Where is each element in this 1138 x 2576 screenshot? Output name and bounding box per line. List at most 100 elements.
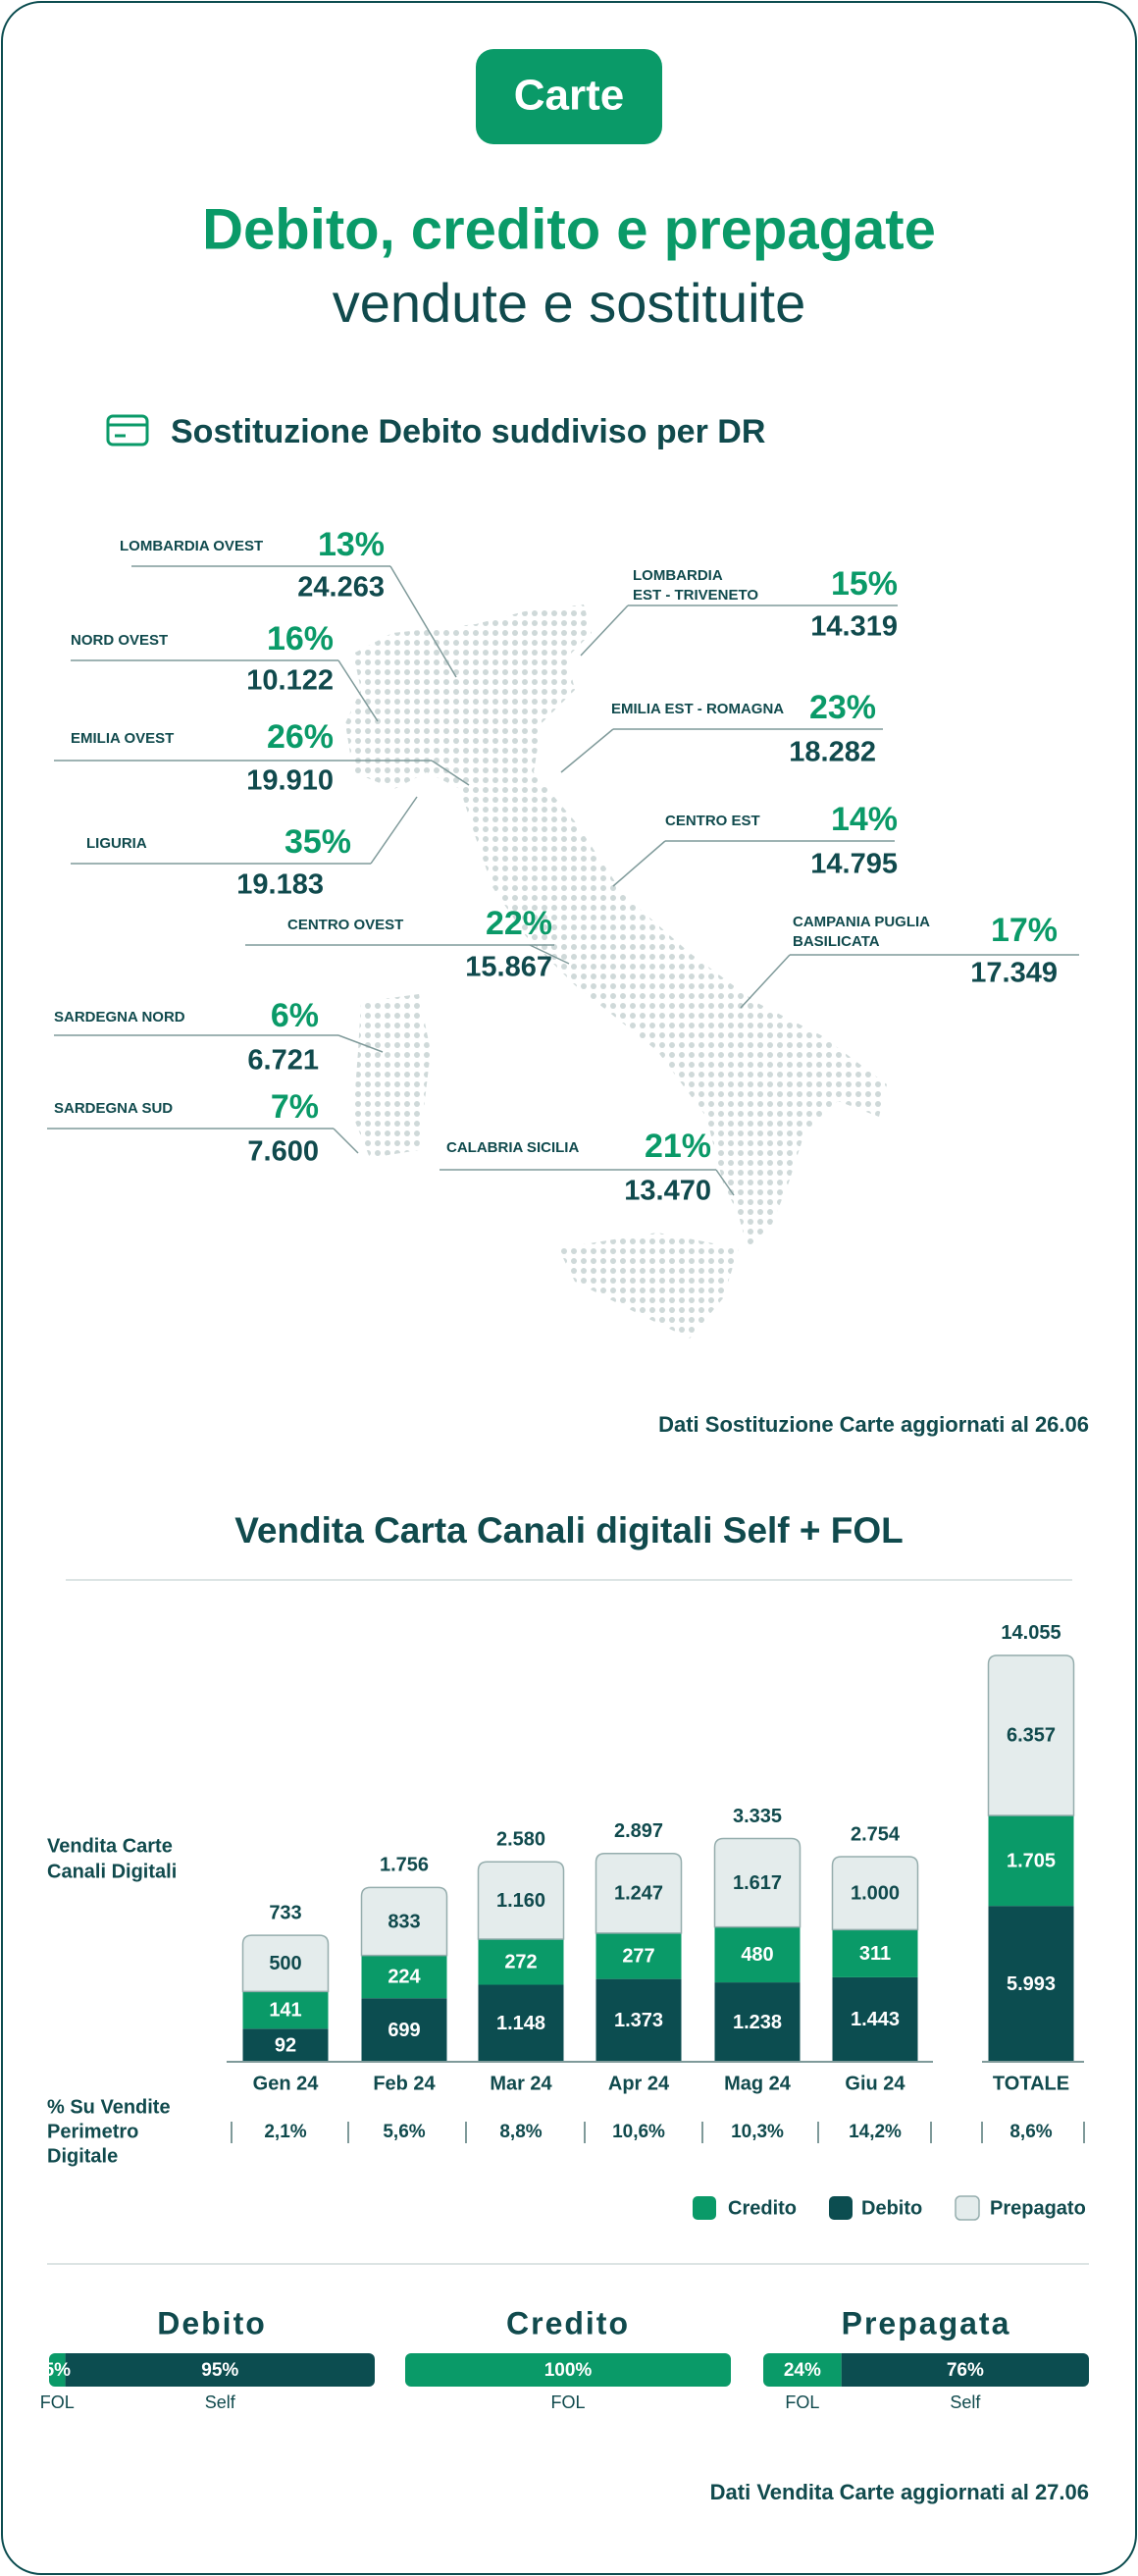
card-icon xyxy=(106,414,149,447)
split-title: Debito xyxy=(157,2305,267,2340)
x-tick-label: Gen 24 xyxy=(253,2073,320,2094)
stacked-bar-chart: Vendita Carte Canali Digitali % Su Vendite… xyxy=(47,1622,1086,2221)
badge-label: Carte xyxy=(514,72,625,120)
total-label: 14.055 xyxy=(1001,1622,1060,1644)
bar-segment xyxy=(988,1906,1074,2062)
region-name: LIGURIA xyxy=(86,835,147,852)
region-name: EST - TRIVENETO xyxy=(633,587,758,604)
total-label: 2.580 xyxy=(496,1829,545,1851)
x-tick-label: Mag 24 xyxy=(724,2073,792,2094)
region-leader xyxy=(580,605,629,657)
y-axis-label: Canali Digitali xyxy=(47,1861,177,1882)
split-segment-name: FOL xyxy=(40,2392,75,2412)
segment-label: 6.357 xyxy=(1007,1725,1056,1747)
split-bar xyxy=(49,2353,375,2387)
split-segment xyxy=(405,2353,731,2387)
chart-title: Vendita Carta Canali digitali Self + FOL xyxy=(234,1510,904,1551)
region-leader xyxy=(529,944,570,965)
region-percent: 23% xyxy=(809,689,876,726)
segment-label: 272 xyxy=(504,1952,537,1973)
segment-label: 1.238 xyxy=(733,2012,782,2033)
split-value-label: 76% xyxy=(947,2360,984,2381)
bar-segment xyxy=(361,1955,447,1999)
region-name: SARDEGNA NORD xyxy=(54,1009,185,1025)
bar-segment xyxy=(477,1861,565,1940)
legend-label: Debito xyxy=(861,2197,922,2219)
region-leader xyxy=(389,565,457,678)
split-value-label: 5% xyxy=(44,2360,72,2381)
split-bar xyxy=(763,2353,1089,2387)
region-count: 7.600 xyxy=(247,1136,319,1168)
bar-segment xyxy=(831,1856,919,1931)
region-percent: 22% xyxy=(486,905,552,942)
region-count: 19.910 xyxy=(246,765,334,797)
bar-segment xyxy=(242,1991,329,2029)
region-leader xyxy=(431,760,470,786)
region-percent: 35% xyxy=(284,823,351,861)
region-percent: 15% xyxy=(831,565,898,603)
segment-label: 1.160 xyxy=(496,1890,545,1912)
region-percent: 14% xyxy=(831,801,898,838)
map-title: Sostituzione Debito suddiviso per DR xyxy=(171,413,765,450)
x-tick-label: TOTALE xyxy=(993,2073,1069,2094)
split-segment xyxy=(49,2353,66,2387)
bar-segment xyxy=(242,2028,329,2062)
y-axis-label: Vendita Carte xyxy=(47,1835,173,1857)
total-label: 2.754 xyxy=(851,1823,901,1845)
region-leader xyxy=(337,659,379,722)
region-name: LOMBARDIA xyxy=(633,567,723,584)
bar-segment xyxy=(713,1837,802,1928)
split-title: Credito xyxy=(506,2305,630,2340)
split-segment-name: FOL xyxy=(550,2392,585,2412)
region-percent: 7% xyxy=(271,1088,319,1126)
region-leader xyxy=(337,1034,384,1053)
total-label: 3.335 xyxy=(733,1806,782,1827)
share-value: 10,6% xyxy=(612,2122,665,2142)
segment-label: 480 xyxy=(741,1944,773,1966)
bar-segment xyxy=(478,1984,564,2062)
bar-segment xyxy=(714,1982,801,2062)
region-count: 6.721 xyxy=(247,1045,319,1077)
share-label: % Su Vendite xyxy=(47,2096,171,2118)
split-segment xyxy=(841,2353,1089,2387)
region-count: 10.122 xyxy=(246,665,334,697)
segment-label: 833 xyxy=(388,1911,420,1932)
segment-label: 1.148 xyxy=(496,2013,545,2034)
region-name: LOMBARDIA OVEST xyxy=(120,538,263,554)
segment-label: 1.705 xyxy=(1007,1850,1056,1871)
bar-segment xyxy=(241,1934,330,1993)
split-value-label: 24% xyxy=(784,2360,821,2381)
x-tick-label: Mar 24 xyxy=(490,2073,552,2094)
region-leader xyxy=(560,728,614,773)
share-separators xyxy=(231,2122,1085,2143)
bar-segment xyxy=(988,1814,1074,1907)
region-percent: 13% xyxy=(318,526,385,563)
region-leader xyxy=(715,1169,735,1196)
region-count: 13.470 xyxy=(624,1176,711,1207)
share-value: 5,6% xyxy=(383,2122,425,2142)
segment-label: 141 xyxy=(269,2000,301,2022)
total-label: 733 xyxy=(269,1902,301,1923)
region-percent: 26% xyxy=(267,718,334,756)
bar-segment xyxy=(361,1998,447,2062)
region-count: 18.282 xyxy=(789,737,876,768)
split-value-label: 95% xyxy=(201,2360,238,2381)
region-percent: 21% xyxy=(645,1128,711,1165)
footer-note: Dati Vendita Carte aggiornati al 27.06 xyxy=(710,2480,1089,2504)
region-name: NORD OVEST xyxy=(71,632,168,649)
segment-label: 5.993 xyxy=(1007,1973,1056,1995)
segment-label: 1.373 xyxy=(614,2010,663,2031)
total-label: 1.756 xyxy=(380,1855,429,1876)
share-value: 2,1% xyxy=(264,2122,306,2142)
region-count: 17.349 xyxy=(970,958,1058,989)
segment-label: 224 xyxy=(388,1967,421,1988)
region-count: 15.867 xyxy=(465,952,552,983)
segment-label: 311 xyxy=(859,1943,891,1965)
legend-swatch xyxy=(829,2196,853,2220)
bar-segment xyxy=(595,1978,682,2062)
region-leader xyxy=(370,796,418,865)
split-bars: Debito 5% FOL 95% Self Credito 100% FOL Prepagat… xyxy=(40,2305,1089,2412)
